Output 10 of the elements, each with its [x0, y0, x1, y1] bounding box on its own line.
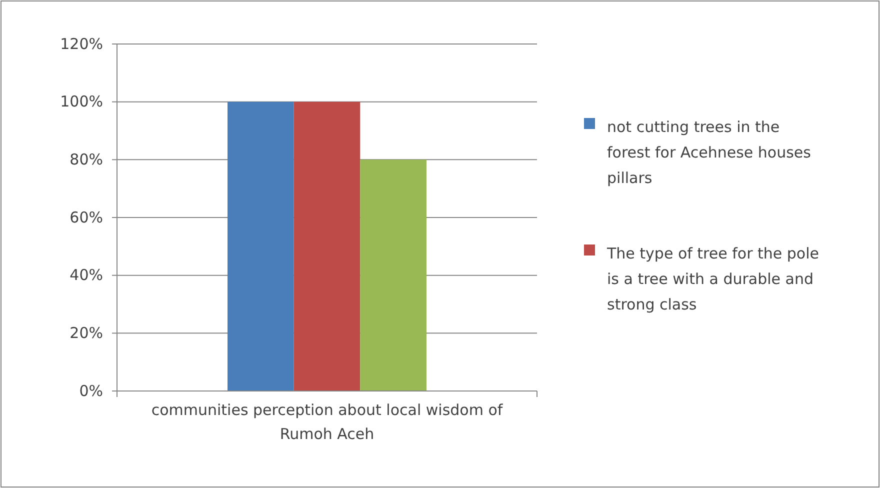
- y-tick-label: 20%: [70, 324, 103, 342]
- y-tick-label: 0%: [79, 382, 103, 400]
- y-tick-label: 100%: [60, 92, 103, 111]
- y-tick-label: 40%: [70, 266, 103, 284]
- y-tick-label: 120%: [60, 34, 103, 53]
- y-tick-label: 80%: [70, 150, 103, 168]
- y-tick-label: 60%: [70, 208, 103, 226]
- legend-label: The type of tree for the pole is a tree with a durable and strong class: [606, 244, 819, 314]
- legend-label: not cutting trees in the forest for Acehnese houses pillars: [607, 118, 812, 187]
- x-tick-label: communities perception about local wisdom of Rumoh Aceh: [151, 401, 504, 443]
